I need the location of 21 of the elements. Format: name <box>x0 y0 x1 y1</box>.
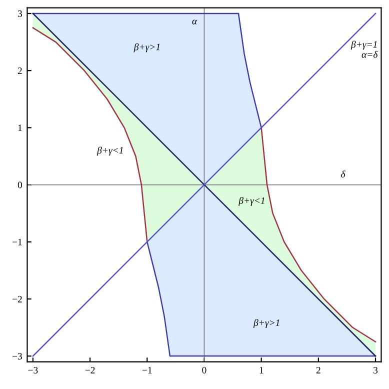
x-tick-label: 0 <box>202 366 206 374</box>
y-tick-label: −1 <box>12 238 22 246</box>
y-tick-label: 3 <box>18 10 22 17</box>
y-tick-label: 0 <box>18 182 22 188</box>
x-tick-label: −1 <box>142 366 152 374</box>
x-tick-label: 2 <box>316 366 320 374</box>
x-tick-label: 1 <box>260 366 264 374</box>
x-tick-label: 3 <box>374 366 378 374</box>
y-tick-label: 1 <box>18 124 22 132</box>
ref-line-label: δ <box>341 170 346 178</box>
x-tick-label: −3 <box>28 366 38 374</box>
annotation: β+γ<1 <box>96 146 123 156</box>
annotation: β+γ<1 <box>238 196 264 206</box>
ref-line-label: α <box>192 20 198 24</box>
annotation: β+γ>1 <box>134 43 160 52</box>
y-tick-label: −3 <box>12 352 22 360</box>
x-tick-label: −2 <box>85 366 95 374</box>
annotation: β+γ=1 α=δ <box>350 40 378 58</box>
y-tick-label: 2 <box>18 68 22 74</box>
y-tick-label: −2 <box>12 296 22 302</box>
annotation: β+γ>1 <box>253 319 280 328</box>
